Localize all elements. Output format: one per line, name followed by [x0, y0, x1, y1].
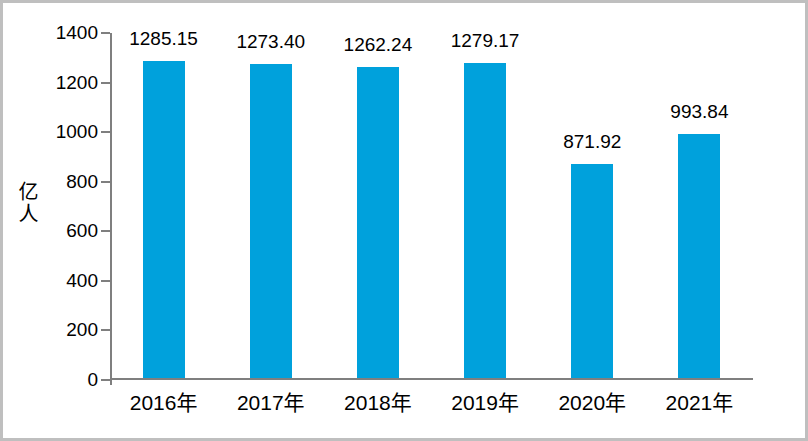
y-axis-tick: [101, 82, 110, 84]
bar-chart: 亿人 02004006008001000120014001285.152016年…: [0, 0, 808, 441]
y-axis-tick-label: 1400: [36, 22, 98, 44]
y-axis-tick-label: 400: [36, 270, 98, 292]
x-axis-line: [110, 378, 753, 380]
y-axis-tick-label: 200: [36, 319, 98, 341]
y-axis-line: [110, 33, 112, 385]
y-axis-tick-label: 600: [36, 220, 98, 242]
bar-value-label: 1262.24: [318, 34, 438, 56]
bar: [464, 63, 506, 380]
x-axis-tick-label: 2017年: [217, 390, 324, 415]
x-axis-tick-label: 2016年: [110, 390, 217, 415]
y-axis-tick-label: 800: [36, 171, 98, 193]
y-axis-tick: [101, 230, 110, 232]
y-axis-tick: [101, 181, 110, 183]
y-axis-tick: [101, 329, 110, 331]
bar: [143, 61, 185, 380]
bar: [357, 67, 399, 380]
bar-value-label: 871.92: [532, 131, 652, 153]
bar-value-label: 1279.17: [425, 30, 545, 52]
bar: [571, 164, 613, 380]
x-axis-tick-label: 2021年: [646, 390, 753, 415]
y-axis-tick: [101, 280, 110, 282]
x-axis-tick-label: 2019年: [432, 390, 539, 415]
bar: [250, 64, 292, 380]
x-axis-tick-label: 2020年: [539, 390, 646, 415]
y-axis-tick: [101, 131, 110, 133]
y-axis-tick-label: 0: [36, 369, 98, 391]
y-axis-tick-label: 1000: [36, 121, 98, 143]
y-axis-tick: [101, 379, 110, 381]
bar-value-label: 1273.40: [211, 31, 331, 53]
x-axis-tick-label: 2018年: [324, 390, 431, 415]
bar-value-label: 1285.15: [104, 28, 224, 50]
bar-value-label: 993.84: [639, 101, 759, 123]
bar: [678, 134, 720, 380]
y-axis-tick-label: 1200: [36, 72, 98, 94]
